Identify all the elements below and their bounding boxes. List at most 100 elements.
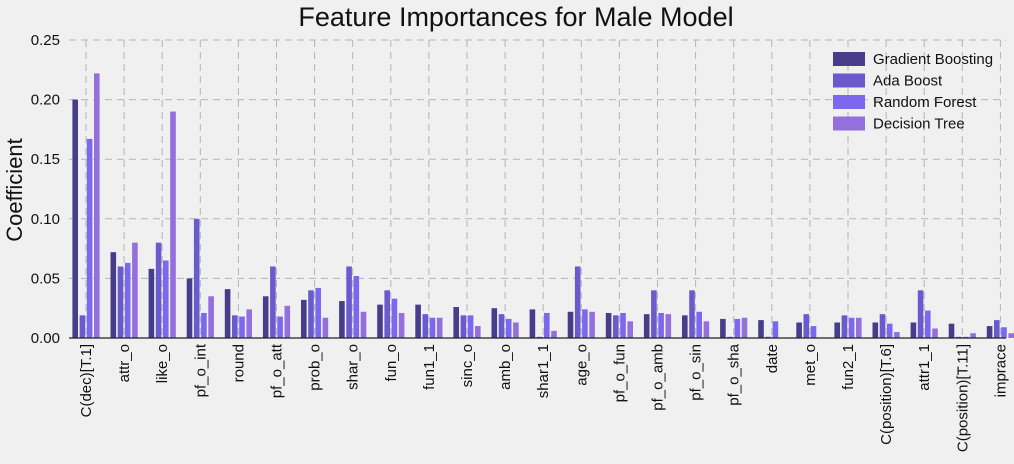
x-tick-label: sinc_o	[459, 344, 476, 387]
x-tick-label: fun2_1	[840, 344, 857, 390]
x-tick-label: pf_o_sha	[726, 343, 743, 405]
legend-swatch	[833, 95, 865, 109]
bar	[1001, 327, 1007, 338]
bar	[703, 321, 710, 338]
legend-swatch	[833, 116, 865, 131]
bar	[429, 317, 436, 338]
bar	[925, 310, 931, 338]
legend-entry: Ada Boost	[873, 73, 943, 90]
bar	[132, 242, 138, 338]
y-ticks: 0.00 0.05 0.10 0.15 0.20 0.25	[31, 32, 60, 347]
bar	[1008, 333, 1014, 338]
x-tick-label: fun_o	[383, 344, 400, 382]
y-tick-label: 0.25	[31, 32, 60, 49]
bar	[529, 309, 536, 338]
bar	[841, 315, 848, 338]
bar	[353, 276, 360, 338]
bar	[574, 266, 581, 338]
bar	[810, 326, 817, 338]
bar	[346, 266, 352, 338]
bar	[758, 320, 764, 338]
x-tick-label: amb_o	[497, 344, 514, 390]
x-tick-label: shar_o	[345, 344, 362, 390]
bar	[193, 218, 200, 338]
bar	[124, 262, 131, 338]
bar	[453, 307, 459, 338]
x-ticks: C(dec)[T.1] attr_o like_o pf_o_int round pf_o…	[78, 343, 1009, 452]
legend-swatch	[833, 73, 865, 88]
bar	[879, 314, 886, 338]
bars	[72, 73, 1014, 339]
x-tick-label: round	[230, 344, 247, 382]
bar	[720, 318, 726, 338]
bar	[589, 311, 595, 338]
bar	[734, 318, 741, 338]
y-axis-label: Coefficient	[2, 138, 27, 242]
bar	[994, 320, 1000, 338]
bar	[322, 317, 329, 338]
bar	[232, 315, 238, 338]
bar	[384, 290, 390, 338]
bar	[651, 290, 657, 338]
bar	[834, 322, 840, 338]
bar	[567, 311, 574, 338]
bar	[986, 326, 993, 338]
bar	[475, 326, 481, 338]
bar	[360, 311, 367, 338]
legend-entry: Gradient Boosting	[873, 51, 993, 68]
x-tick-label: shar1_1	[535, 344, 552, 398]
bar	[262, 296, 269, 338]
y-tick-label: 0.10	[31, 211, 60, 228]
x-tick-label: like_o	[154, 344, 171, 383]
y-tick-label: 0.00	[31, 330, 60, 347]
x-tick-label: age_o	[573, 344, 590, 386]
y-tick-label: 0.15	[31, 151, 60, 168]
x-tick-label: attr_o	[116, 344, 133, 382]
bar	[391, 298, 398, 338]
bar	[848, 317, 855, 338]
bar	[605, 312, 612, 338]
bar	[110, 252, 117, 338]
bar	[682, 315, 688, 338]
bar	[917, 290, 924, 338]
bar	[665, 314, 672, 338]
bar	[277, 316, 283, 338]
x-tick-label: C(dec)[T.1]	[78, 344, 95, 417]
bar	[239, 316, 245, 338]
bar	[872, 322, 879, 338]
bar	[170, 111, 176, 339]
x-tick-label: C(position)[T.11]	[954, 344, 971, 452]
x-tick-label: pf_o_att	[269, 343, 286, 398]
legend-entry: Decision Tree	[873, 116, 965, 133]
x-tick-label: pf_o_int	[192, 343, 209, 397]
bar	[803, 314, 810, 338]
x-tick-label: pf_o_amb	[650, 344, 667, 411]
bar	[79, 315, 86, 338]
bar	[643, 314, 650, 338]
bar	[505, 318, 512, 338]
bar	[551, 330, 557, 338]
bar	[970, 333, 976, 338]
bar	[620, 312, 626, 338]
bar	[498, 314, 505, 338]
bar	[415, 304, 421, 338]
bar	[308, 290, 314, 338]
bar	[582, 309, 588, 338]
legend: Gradient Boosting Ada Boost Random Forest D…	[833, 51, 993, 133]
bar	[696, 311, 702, 338]
bar	[894, 332, 900, 338]
bar	[377, 304, 383, 338]
bar	[72, 99, 78, 338]
bar	[117, 266, 124, 338]
bar	[224, 289, 231, 338]
bar	[94, 73, 100, 338]
bar	[208, 296, 214, 338]
bar	[467, 315, 474, 338]
chart-title: Feature Importances for Male Model	[298, 2, 733, 32]
bar	[910, 322, 917, 338]
bar	[658, 312, 664, 338]
x-tick-label: pf_o_sin	[688, 344, 705, 401]
x-tick-label: date	[764, 344, 781, 373]
bar	[948, 323, 955, 338]
